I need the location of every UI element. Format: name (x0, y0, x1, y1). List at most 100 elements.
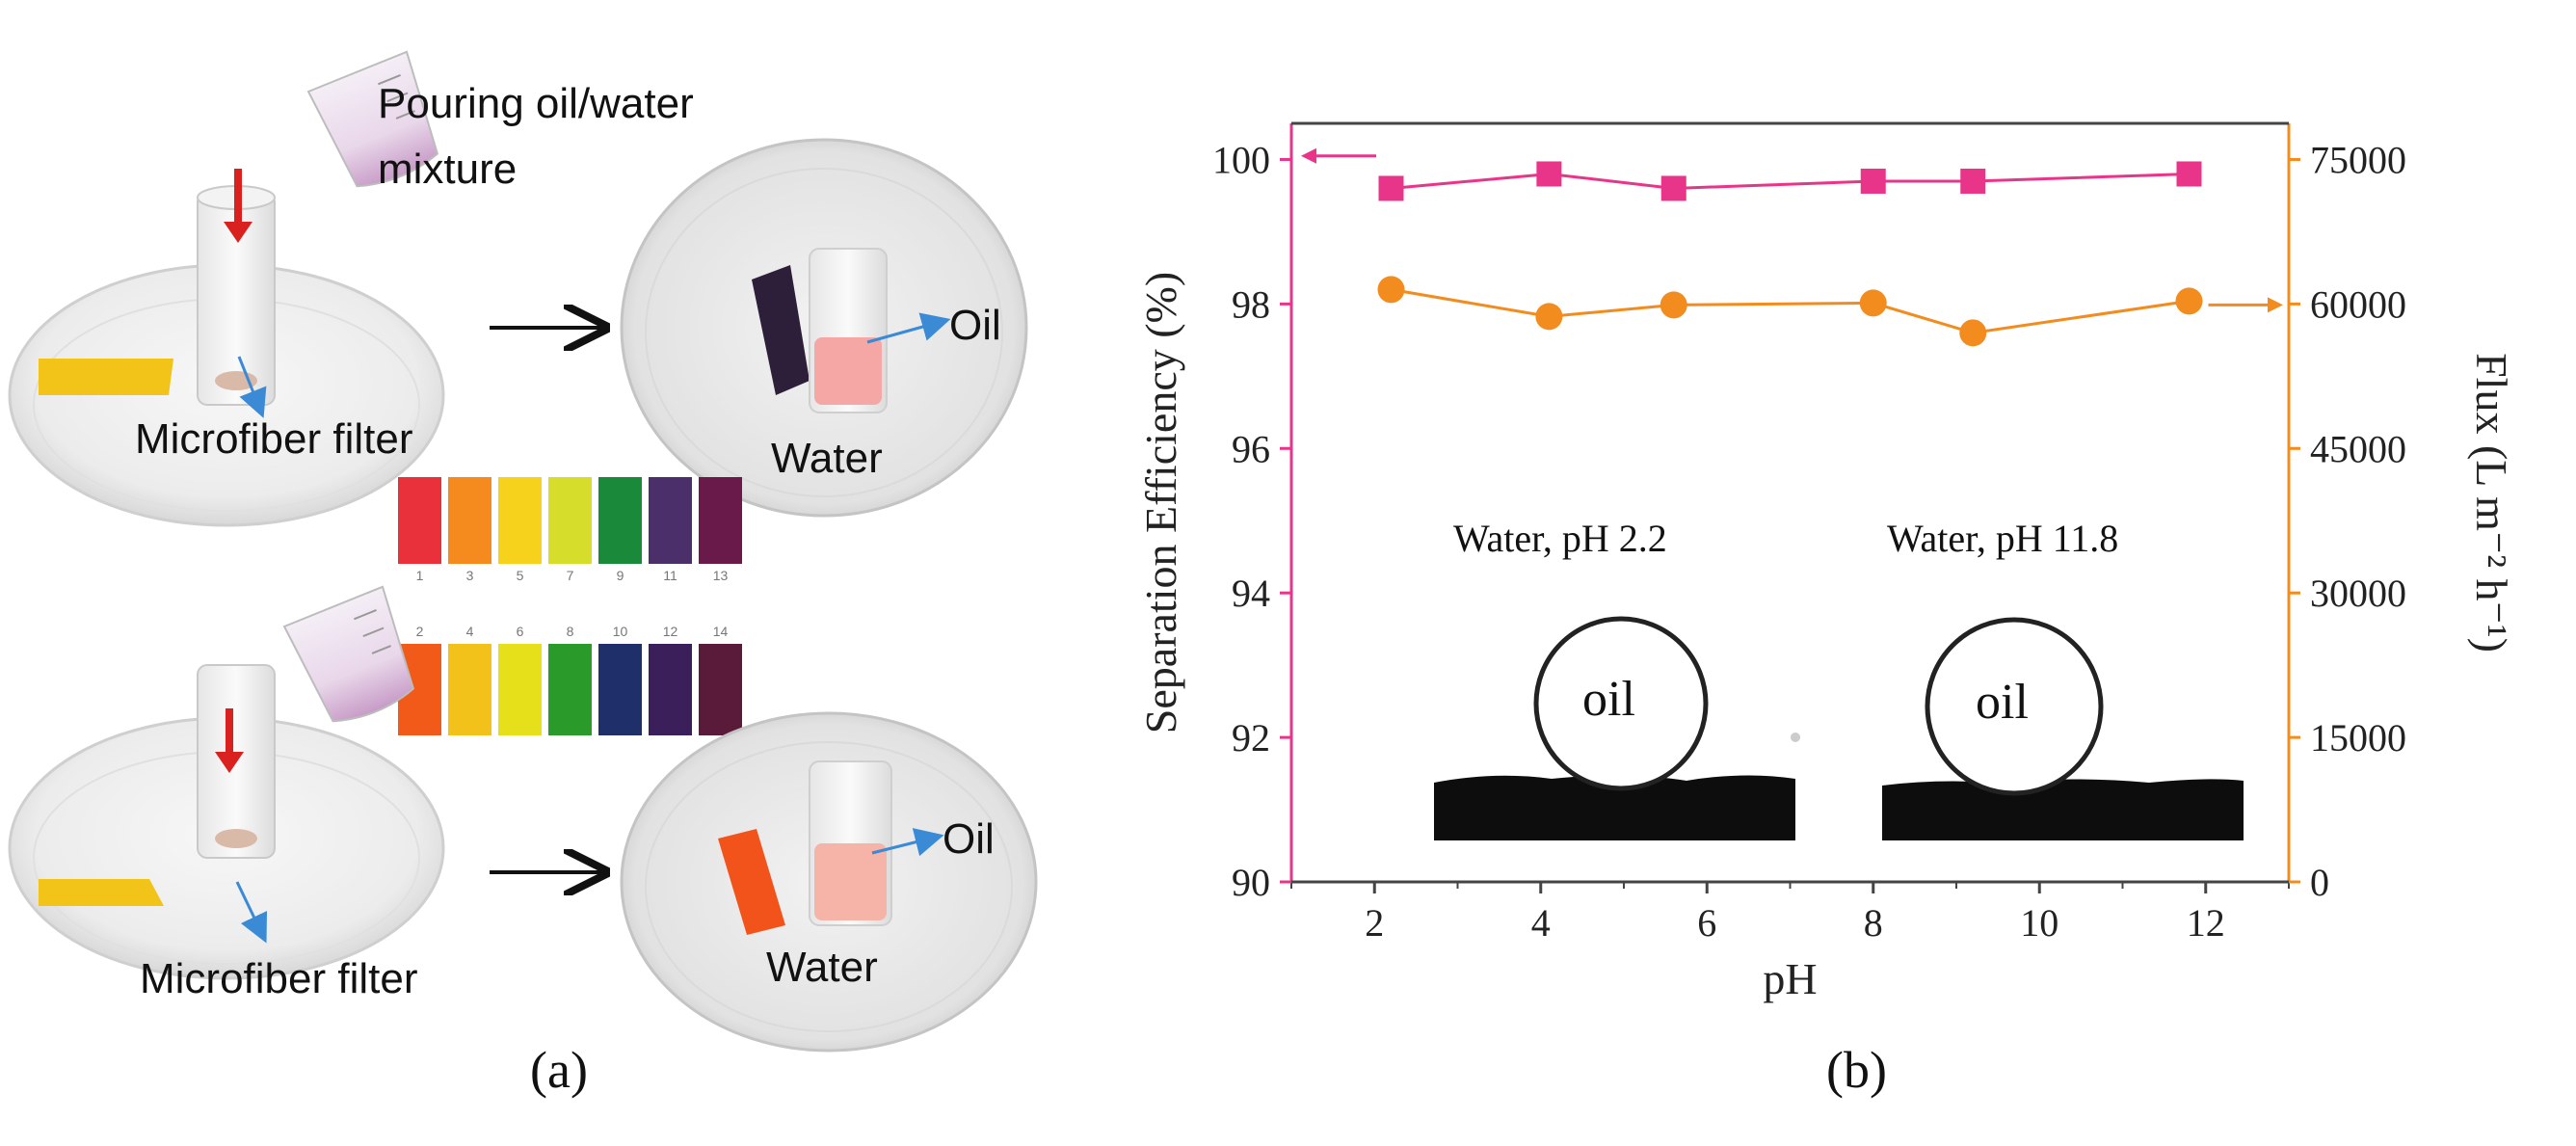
ph-even-swatch-4 (448, 644, 491, 735)
efficiency-point-1 (1536, 161, 1562, 187)
ph-even-swatch-12 (649, 644, 692, 735)
bottom-right-dish (620, 711, 1038, 1053)
ph-odd-number-3: 3 (466, 568, 474, 583)
ph-even-number-6: 6 (517, 624, 524, 639)
x-tick-label-10: 10 (2020, 901, 2058, 945)
series-line-1 (1391, 287, 2190, 334)
dark-ph-strip (752, 265, 810, 395)
chart-axes: 2 4 6 8 10 12 90 92 94 96 98 100 0 15000 30000 45000 600… (1212, 121, 2406, 945)
ph-odd-swatch-9 (598, 477, 642, 564)
y-axis-label-right: Flux (L m⁻² h⁻¹) (2467, 353, 2516, 653)
flux-point-1 (1535, 303, 1563, 331)
y-right-tick-label-60000: 60000 (2310, 282, 2406, 326)
ph-even-number-2: 2 (416, 624, 424, 639)
ph-even-number-10: 10 (613, 624, 628, 639)
y-right-tick-label-75000: 75000 (2310, 138, 2406, 181)
ph-odd-number-1: 1 (416, 568, 424, 583)
ph-even-swatch-6 (498, 644, 542, 735)
blue-arrow-oil-top (866, 312, 951, 344)
ph-even-number-4: 4 (466, 624, 474, 639)
panel-a-label: (a) (530, 1041, 588, 1099)
beaker-bottom (282, 585, 415, 723)
filter-label-bottom: Microfiber filter (140, 955, 418, 1002)
red-arrow-top (224, 169, 252, 243)
efficiency-point-3 (1860, 168, 1886, 194)
ph-even-number-12: 12 (663, 624, 678, 639)
ph-odd-swatch-3 (448, 477, 491, 564)
y-left-tick-label-96: 96 (1232, 427, 1270, 470)
ph-even-swatch-14 (699, 644, 742, 735)
y-left-tick-label-94: 94 (1232, 572, 1270, 615)
y-right-tick-label-30000: 30000 (2310, 572, 2406, 615)
x-tick-label-12: 12 (2187, 901, 2225, 945)
red-arrow-bottom (215, 708, 244, 773)
water-label-bottom: Water (766, 944, 878, 991)
top-left-dish (8, 185, 445, 527)
flux-point-4 (1959, 319, 1987, 347)
panel-b-label: (b) (1826, 1041, 1887, 1099)
right-axis-indicator-head (2268, 297, 2283, 313)
efficiency-point-2 (1660, 175, 1686, 201)
ph-even-number-14: 14 (713, 624, 729, 639)
panel-a-illustration: Pouring oil/water mixture Microfiber fil… (8, 50, 1038, 1099)
contact-angle-insets: oil Water, pH 2.2 oil Water, pH 11.8 (1434, 517, 2244, 840)
y-right-tick-label-0: 0 (2310, 861, 2329, 904)
series-line-0 (1391, 172, 2190, 190)
y-left-tick-label-100: 100 (1212, 138, 1270, 181)
flux-point-2 (1660, 291, 1687, 319)
ph-odd-number-7: 7 (567, 568, 574, 583)
ph-odd-swatch-13 (699, 477, 742, 564)
x-tick-label-2: 2 (1365, 901, 1384, 945)
efficiency-point-5 (2176, 161, 2202, 187)
inset-ph-11-8: oil Water, pH 11.8 (1882, 517, 2244, 840)
ph-odd-swatch-5 (498, 477, 542, 564)
pour-label-line2: mixture (378, 146, 517, 193)
y-left-tick-label-98: 98 (1232, 282, 1270, 326)
y-left-tick-label-90: 90 (1232, 861, 1270, 904)
blue-arrow-oil-bottom (871, 828, 944, 857)
flux-point-5 (2175, 287, 2203, 315)
top-right-dish (620, 138, 1028, 518)
flux-point-3 (1859, 289, 1887, 317)
efficiency-point-4 (1960, 168, 1986, 194)
ph-even-swatch-8 (548, 644, 592, 735)
yellow-ph-strip (39, 359, 173, 395)
oil-label-top: Oil (949, 302, 1001, 349)
x-axis-label: pH (1763, 954, 1817, 1003)
y-right-tick-label-45000: 45000 (2310, 427, 2406, 470)
ph-odd-swatch-1 (398, 477, 441, 564)
ph-odd-swatch-7 (548, 477, 592, 564)
y-axis-label-left: Separation Efficiency (%) (1136, 272, 1185, 733)
oil-droplet-1 (1533, 616, 1709, 791)
drop-label-2: oil (1976, 675, 2029, 730)
oil-label-bottom: Oil (943, 815, 995, 863)
drop-label-1: oil (1582, 672, 1635, 727)
oil-droplet-2 (1925, 617, 2104, 796)
chart-series (1301, 147, 2283, 347)
ph-odd-number-11: 11 (663, 568, 677, 583)
oil-layer-top (814, 337, 882, 405)
water-label-top: Water (771, 435, 883, 482)
y-left-tick-label-92: 92 (1232, 716, 1270, 760)
panel-a: Pouring oil/water mixture Microfiber fil… (0, 0, 1108, 1141)
beaker-top (306, 50, 439, 188)
inset-caption-2: Water, pH 11.8 (1887, 517, 2118, 560)
orange-ph-strip (718, 829, 785, 935)
ph-odd-number-5: 5 (517, 568, 524, 583)
efficiency-point-0 (1378, 175, 1404, 201)
blue-arrow-filter-bottom (235, 881, 268, 944)
pour-label-line1: Pouring oil/water (378, 80, 694, 127)
inset-ph-2-2: oil Water, pH 2.2 (1434, 517, 1800, 840)
bottom-left-dish (8, 664, 445, 980)
y-right-tick-label-15000: 15000 (2310, 716, 2406, 760)
blue-arrow-filter-top (237, 356, 267, 418)
x-tick-label-6: 6 (1697, 901, 1716, 945)
left-axis-indicator-head (1301, 147, 1316, 164)
panel-b: oil Water, pH 2.2 oil Water, pH 11.8 2 4 6… (1108, 0, 2576, 1141)
yellow-ph-strip-bottom (39, 879, 164, 906)
x-tick-label-4: 4 (1531, 901, 1551, 945)
ph-odd-number-9: 9 (617, 568, 624, 583)
ph-strip-even: 2 4 6 8 10 12 14 (398, 624, 742, 735)
x-tick-label-8: 8 (1864, 901, 1883, 945)
inset-caption-1: Water, pH 2.2 (1453, 517, 1667, 560)
